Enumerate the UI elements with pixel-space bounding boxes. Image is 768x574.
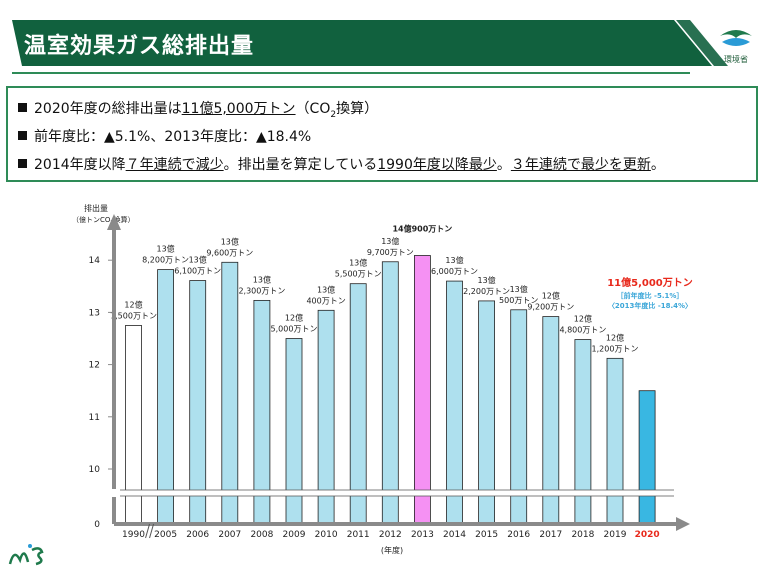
- highlight-2020-note-2: 〈2013年度比 -18.4%〉: [608, 301, 692, 310]
- summary-box: 2020年度の総排出量は11億5,000万トン（CO2換算） 前年度比：▲5.1…: [6, 86, 758, 182]
- x-axis-arrow: [676, 517, 690, 531]
- data-label-2012-b: 9,700万トン: [367, 248, 414, 257]
- y-tick-label: 13: [89, 308, 100, 318]
- y-tick-label: 0: [94, 520, 100, 530]
- data-label-2008-a: 13億: [253, 274, 271, 284]
- y-axis-break-gap: [108, 489, 120, 497]
- data-label-2016-a: 13億: [510, 284, 528, 294]
- x-tick-label-2020: 2020: [635, 530, 660, 540]
- data-label-2007-a: 13億: [221, 236, 239, 246]
- summary-line-2: 前年度比：▲5.1%、2013年度比：▲18.4%: [18, 126, 311, 146]
- bar-2019: [606, 357, 624, 525]
- axis-break-band: [118, 490, 678, 496]
- x-tick-label-2017: 2017: [539, 530, 562, 540]
- x-tick-label-2011: 2011: [347, 530, 370, 540]
- data-label-2010-b: 400万トン: [306, 296, 345, 305]
- highlight-2020-label: 11億5,000万トン: [607, 276, 693, 289]
- bar-2012: [381, 261, 399, 525]
- x-tick-label-2019: 2019: [604, 530, 627, 540]
- data-label-2005-a: 13億: [157, 244, 175, 254]
- data-label-2014-b: 6,000万トン: [431, 267, 478, 276]
- x-tick-label-2008: 2008: [250, 530, 273, 540]
- bar-2007: [221, 261, 239, 525]
- highlight-2020-note-1: ［前年度比 -5.1%］: [617, 291, 684, 300]
- y-axis-arrow: [107, 214, 121, 230]
- bar-2013: [413, 255, 431, 525]
- x-tick-label-2016: 2016: [507, 530, 530, 540]
- x-tick-label-2014: 2014: [443, 530, 466, 540]
- data-label-2017-b: 9,200万トン: [527, 303, 574, 312]
- x-tick-label-2005: 2005: [154, 530, 177, 540]
- data-label-2016-b: 500万トン: [499, 296, 538, 305]
- data-label-2012-a: 13億: [381, 236, 399, 246]
- ministry-logo-icon: [720, 30, 752, 46]
- banner-shape: [12, 20, 728, 74]
- ces-logo-icon: [8, 544, 44, 566]
- bullet-square-icon: [18, 131, 27, 140]
- x-axis-break-mark-2: [149, 523, 155, 539]
- data-label-2006-a: 13億: [189, 255, 207, 265]
- data-label-1990-a: 12億: [124, 299, 142, 309]
- ministry-logo: 環境省: [712, 22, 760, 66]
- data-label-2019-b: 1,200万トン: [592, 344, 639, 353]
- bullet-square-icon: [18, 103, 27, 112]
- bar-2006: [189, 280, 207, 525]
- x-tick-label-2006: 2006: [186, 530, 209, 540]
- y-axis-title: 排出量: [84, 203, 108, 213]
- x-tick-label-2015: 2015: [475, 530, 498, 540]
- x-axis-title: (年度): [381, 545, 403, 555]
- y-tick-label: 10: [89, 465, 101, 475]
- data-label-2019-a: 12億: [606, 332, 624, 342]
- banner-dark-band: [12, 20, 712, 66]
- banner-stripe: [676, 20, 728, 66]
- data-label-2018-b: 4,800万トン: [559, 326, 606, 335]
- data-label-2013: 14億900万トン: [392, 224, 452, 234]
- data-label-1990-b: 7,500万トン: [110, 311, 157, 320]
- y-tick-label: 11: [89, 413, 100, 423]
- data-label-2007-b: 9,600万トン: [206, 248, 253, 257]
- ministry-name: 環境省: [724, 55, 748, 64]
- y-tick-label: 14: [89, 256, 101, 266]
- x-tick-label-2010: 2010: [315, 530, 338, 540]
- x-axis-break-mark-1: [145, 523, 151, 539]
- data-label-2010-a: 13億: [317, 284, 335, 294]
- data-label-2017-a: 12億: [542, 291, 560, 301]
- bar-2011: [349, 283, 367, 525]
- data-label-2015-b: 2,200万トン: [463, 287, 510, 296]
- data-label-2011-a: 13億: [349, 258, 367, 268]
- data-label-2008-b: 2,300万トン: [238, 286, 285, 295]
- summary-line-1: 2020年度の総排出量は11億5,000万トン（CO2換算）: [18, 98, 378, 120]
- data-label-2011-b: 5,500万トン: [335, 270, 382, 279]
- x-tick-label-2007: 2007: [218, 530, 241, 540]
- bar-2014: [446, 280, 463, 525]
- summary-line-3: 2014年度以降７年連続で減少。排出量を算定している1990年度以降最少。３年連…: [18, 154, 665, 174]
- data-label-2018-a: 12億: [574, 314, 592, 324]
- title-banner: 温室効果ガス総排出量 環境省: [0, 0, 768, 78]
- data-label-2006-b: 6,100万トン: [174, 267, 221, 276]
- x-tick-label-2018: 2018: [571, 530, 594, 540]
- bullet-square-icon: [18, 159, 27, 168]
- bar-2020: [638, 390, 656, 525]
- page-title: 温室効果ガス総排出量: [24, 34, 255, 59]
- y-tick-label: 12: [89, 361, 100, 371]
- bar-2005: [157, 269, 175, 525]
- data-label-2014-a: 13億: [445, 255, 463, 265]
- data-label-2009-b: 5,000万トン: [271, 325, 318, 334]
- data-label-2015-a: 13億: [478, 275, 496, 285]
- data-label-2009-a: 12億: [285, 313, 303, 323]
- y-axis-unit: （億トンCO2換算）: [72, 215, 135, 226]
- x-tick-label-2012: 2012: [379, 530, 402, 540]
- data-label-2005-b: 8,200万トン: [142, 256, 189, 265]
- x-tick-label-1990: 1990: [122, 530, 145, 540]
- x-tick-label-2009: 2009: [283, 530, 306, 540]
- x-tick-label-2013: 2013: [411, 530, 434, 540]
